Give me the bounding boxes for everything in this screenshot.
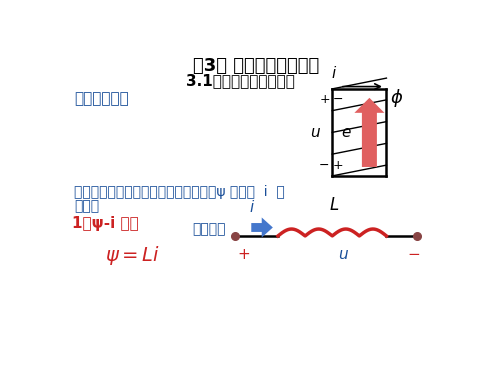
- Text: $u$: $u$: [338, 247, 349, 262]
- Text: $\phi$: $\phi$: [390, 87, 404, 109]
- Text: −: −: [407, 247, 420, 262]
- Text: $e$: $e$: [341, 125, 351, 140]
- Text: $\psi = Li$: $\psi = Li$: [105, 244, 160, 267]
- Text: −: −: [319, 159, 330, 172]
- Text: $i$: $i$: [330, 65, 337, 81]
- Text: 第3章 动态电路时域分析: 第3章 动态电路时域分析: [193, 57, 320, 75]
- Text: $L$: $L$: [328, 196, 339, 214]
- Text: 电路符号: 电路符号: [192, 222, 226, 236]
- Text: 1、ψ-i 特性: 1、ψ-i 特性: [72, 216, 138, 231]
- Text: +: +: [333, 159, 344, 172]
- Text: $i$: $i$: [250, 199, 256, 215]
- Text: 正比。: 正比。: [74, 199, 99, 213]
- Text: $u$: $u$: [310, 125, 320, 140]
- Text: +: +: [238, 247, 250, 262]
- Text: −: −: [333, 93, 344, 106]
- Text: 电感元件：任何时刻，电感元件的磁链ψ 与电流  i  成: 电感元件：任何时刻，电感元件的磁链ψ 与电流 i 成: [74, 185, 285, 199]
- Text: 3.1电感元件和电容元件: 3.1电感元件和电容元件: [186, 73, 295, 88]
- Text: 一、电感元件: 一、电感元件: [74, 91, 129, 106]
- Text: +: +: [319, 93, 330, 106]
